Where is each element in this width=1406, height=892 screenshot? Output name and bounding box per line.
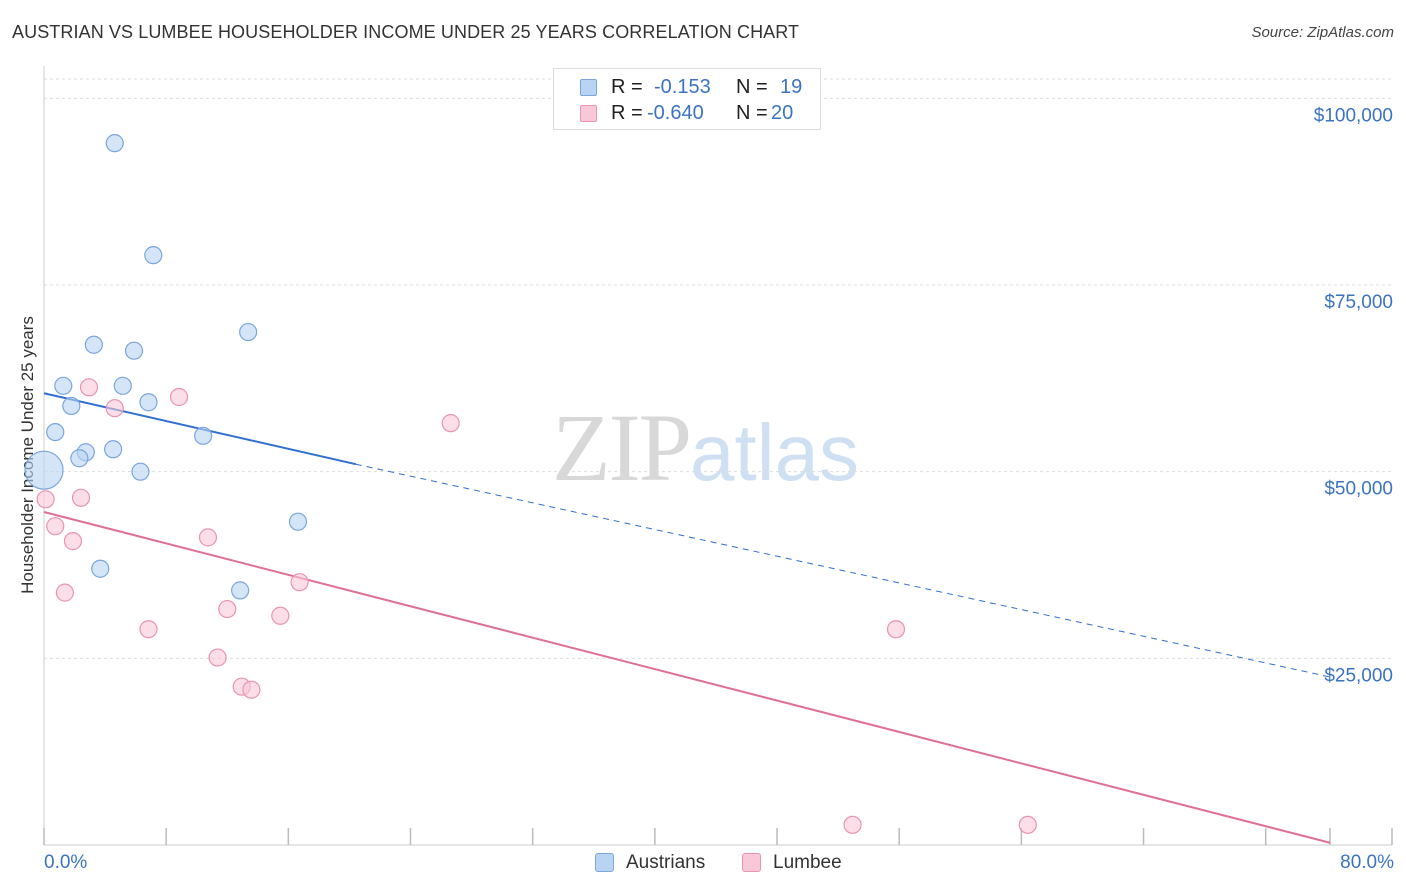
lumbee-point [139, 620, 158, 639]
austrians-swatch [580, 79, 597, 96]
austrians-point [131, 462, 150, 481]
legend-lumbee-label: Lumbee [773, 852, 842, 873]
lumbee-n-label: N = [736, 102, 768, 124]
lumbee-point [169, 387, 189, 407]
austrians-r-label: R = [611, 76, 643, 98]
y-tick-labels: $100,000 $75,000 $50,000 $25,000 [1314, 105, 1393, 686]
lumbee-point [290, 573, 309, 592]
lumbee-point [71, 488, 91, 507]
stats-box: R = -0.153 N = 19 R = -0.640 N = 20 [553, 68, 821, 130]
y-tick-label: $100,000 [1314, 105, 1393, 126]
austrians-point [239, 322, 258, 342]
trend-lines [43, 392, 1331, 844]
lumbee-point [271, 606, 290, 625]
austrians-point [24, 450, 64, 490]
lumbee-point [63, 532, 83, 551]
lumbee-point [198, 528, 218, 547]
austrians-point [194, 426, 213, 445]
austrians-point [139, 393, 158, 412]
y-tick-label: $75,000 [1324, 292, 1393, 313]
watermark-zip: ZIP [552, 394, 692, 501]
lumbee-point [55, 583, 74, 602]
lumbee-r-label: R = [611, 102, 643, 124]
austrians-point [104, 440, 123, 459]
lumbee-point [886, 620, 906, 639]
legend: Austrians Lumbee [0, 852, 1406, 878]
legend-lumbee-swatch [742, 853, 761, 872]
austrians-point [84, 335, 103, 354]
lumbee-point [441, 414, 460, 433]
austrians-point [46, 422, 65, 442]
legend-austrians-label: Austrians [626, 852, 706, 873]
austrians-point [288, 512, 308, 531]
austrians-trend-extension [355, 463, 1331, 678]
austrians-point [144, 246, 163, 265]
data-points [24, 134, 1037, 834]
x-axis-max-label: 80.0% [1340, 852, 1394, 873]
lumbee-r-value: -0.640 [647, 102, 704, 124]
austrians-n-value: 19 [780, 76, 803, 98]
lumbee-swatch [580, 105, 597, 122]
austrians-point [105, 134, 124, 153]
austrians-point [124, 341, 144, 360]
lumbee-point [218, 599, 237, 619]
source-label: Source: ZipAtlas.com [1251, 24, 1394, 41]
lumbee-n-value: 20 [771, 102, 794, 124]
austrians-point [54, 376, 73, 395]
austrians-n-label: N = [736, 76, 768, 98]
lumbee-point [79, 378, 99, 397]
lumbee-point [36, 490, 55, 509]
austrians-point [70, 449, 89, 468]
watermark: ZIPatlas [552, 400, 859, 496]
austrians-point [231, 581, 250, 600]
lumbee-point [1018, 815, 1037, 834]
watermark-atlas: atlas [690, 408, 859, 497]
lumbee-point [208, 648, 227, 667]
lumbee-trend-line [43, 511, 1331, 844]
austrians-point [113, 376, 132, 395]
legend-austrians-swatch [595, 853, 614, 872]
austrians-point [62, 396, 81, 416]
chart-title: AUSTRIAN VS LUMBEE HOUSEHOLDER INCOME UN… [12, 22, 800, 42]
axes [43, 66, 1393, 846]
y-tick-label: $25,000 [1324, 665, 1393, 686]
lumbee-point [242, 680, 261, 699]
y-tick-label: $50,000 [1324, 479, 1393, 500]
lumbee-point [46, 517, 65, 536]
lumbee-point [843, 815, 862, 834]
austrians-r-value: -0.153 [654, 76, 711, 98]
lumbee-point [105, 399, 124, 418]
gridlines [44, 78, 1392, 659]
x-axis-min-label: 0.0% [44, 852, 88, 873]
austrians-point [91, 559, 110, 578]
